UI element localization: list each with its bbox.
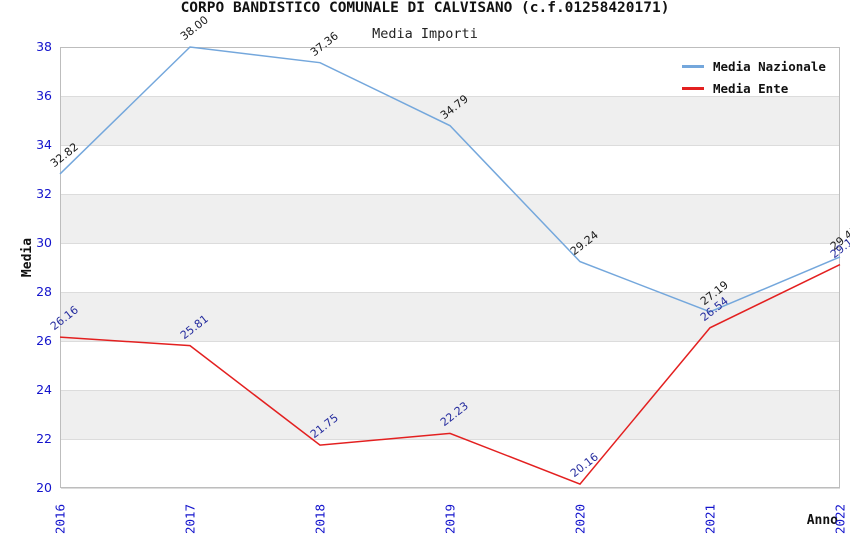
chart-title: CORPO BANDISTICO COMUNALE DI CALVISANO (… <box>180 0 670 16</box>
y-tick-label: 30 <box>36 235 52 250</box>
plot-border <box>60 47 840 488</box>
gridline <box>61 389 840 391</box>
legend-line-swatch-icon <box>682 64 704 68</box>
plot-band <box>61 390 840 439</box>
legend: Media Nazionale Media Ente <box>676 52 836 102</box>
plot-band <box>61 292 840 341</box>
legend-item: Media Ente <box>682 77 830 99</box>
plot-band <box>61 194 840 243</box>
gridline <box>61 242 840 244</box>
y-tick-label: 34 <box>36 137 52 152</box>
gridline <box>61 340 840 342</box>
y-tick-label: 24 <box>36 382 52 397</box>
legend-label: Media Nazionale <box>713 58 826 74</box>
series-line-media-ente <box>59 263 841 485</box>
x-axis-label: Anno <box>806 513 838 528</box>
y-tick-label: 22 <box>36 431 52 446</box>
gridline <box>61 193 840 195</box>
plot-band <box>61 96 840 145</box>
legend-line-swatch-icon <box>682 86 704 90</box>
series-line-media-nazionale <box>59 46 841 313</box>
y-tick-label: 26 <box>36 333 52 348</box>
legend-label: Media Ente <box>713 80 789 96</box>
gridline <box>61 438 840 440</box>
y-tick-label: 36 <box>36 88 52 103</box>
y-tick-label: 32 <box>36 186 52 201</box>
gridline <box>61 95 840 97</box>
gridline <box>61 144 840 146</box>
gridline <box>61 291 840 293</box>
chart-subtitle: Media Importi <box>372 26 478 42</box>
y-tick-label: 38 <box>36 39 52 54</box>
legend-item: Media Nazionale <box>682 55 830 77</box>
y-tick-label: 20 <box>36 480 52 495</box>
y-tick-label: 28 <box>36 284 52 299</box>
gridline <box>61 487 840 489</box>
